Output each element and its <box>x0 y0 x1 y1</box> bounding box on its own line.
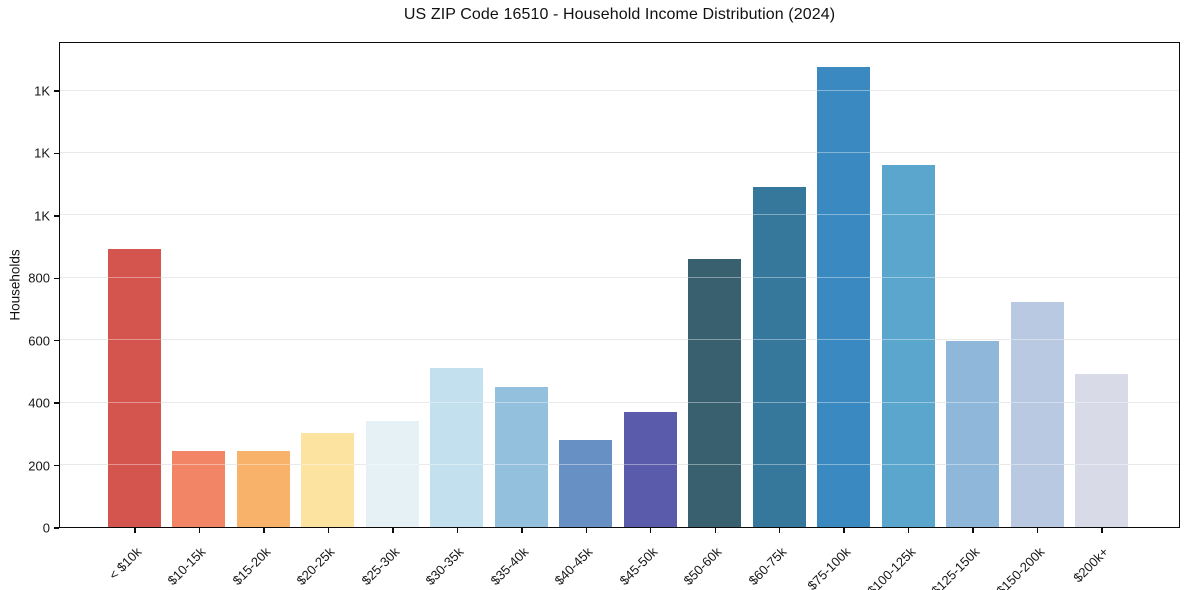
x-tick <box>198 528 201 533</box>
gridline-overlay <box>60 276 1179 278</box>
gridline-overlay <box>60 339 1179 341</box>
gridline <box>60 89 1179 91</box>
bar <box>1075 374 1129 527</box>
plot-area <box>59 42 1180 528</box>
gridline <box>60 214 1179 216</box>
x-tick-label: $125-150k <box>928 544 983 590</box>
bar <box>494 386 548 527</box>
y-tick <box>54 90 59 92</box>
x-tick-label: $200k+ <box>1070 544 1112 586</box>
bar <box>881 164 935 527</box>
gridline <box>60 276 1179 278</box>
gridline <box>60 401 1179 403</box>
x-tick <box>843 528 845 533</box>
y-tick-label: 400 <box>28 395 50 411</box>
y-tick-label: 0 <box>42 520 50 536</box>
x-tick <box>714 528 716 533</box>
x-tick-label: $30-35k <box>422 544 467 589</box>
bar <box>688 258 742 527</box>
bar <box>946 341 1000 527</box>
x-tick-label: $25-30k <box>358 544 403 589</box>
bar <box>752 186 806 527</box>
bar <box>172 450 226 527</box>
x-tick-label: $100-125k <box>863 544 918 590</box>
x-tick <box>521 528 523 533</box>
y-axis-label: Households <box>7 249 23 321</box>
x-tick <box>907 528 910 533</box>
gridline-overlay <box>60 464 1179 466</box>
gridline <box>60 151 1179 153</box>
bar <box>430 367 484 527</box>
y-tick <box>54 215 59 217</box>
bar <box>108 249 161 527</box>
bar <box>559 439 613 527</box>
x-tick <box>1101 528 1103 533</box>
y-tick-label: 1K <box>34 83 50 99</box>
x-tick-label: < $10k <box>105 544 145 583</box>
x-tick <box>327 528 330 533</box>
x-tick-label: $150-200k <box>992 544 1047 590</box>
bar <box>623 411 677 527</box>
bar <box>365 420 419 527</box>
x-tick <box>585 528 587 533</box>
x-tick-label: $15-20k <box>229 544 274 589</box>
gridline <box>60 464 1179 466</box>
x-tick-label: $60-75k <box>745 544 789 589</box>
x-tick <box>779 528 781 533</box>
y-tick <box>54 402 59 404</box>
x-tick-label: $40-45k <box>551 544 596 589</box>
y-tick <box>54 464 59 467</box>
y-tick <box>54 527 59 529</box>
x-tick <box>456 528 459 533</box>
bar <box>236 450 290 527</box>
x-tick-label: $45-50k <box>616 544 661 589</box>
bar <box>301 433 355 527</box>
gridline <box>60 339 1179 341</box>
bar <box>817 66 871 527</box>
gridline-overlay <box>60 151 1179 153</box>
gridline-overlay <box>60 401 1179 403</box>
x-tick-label: $35-40k <box>487 544 532 589</box>
y-tick-label: 200 <box>28 458 50 474</box>
y-tick-label: 1K <box>34 145 50 161</box>
y-tick-label: 1K <box>34 208 50 224</box>
chart-title: US ZIP Code 16510 - Household Income Dis… <box>403 6 836 23</box>
y-tick-label: 800 <box>28 270 50 286</box>
x-tick-label: $10-15k <box>164 544 209 589</box>
x-tick <box>1036 528 1039 533</box>
y-tick-label: 600 <box>28 333 50 349</box>
y-tick <box>54 152 59 155</box>
x-tick <box>134 528 136 533</box>
y-tick <box>54 340 59 342</box>
gridline-overlay <box>60 89 1179 91</box>
x-tick <box>263 528 265 533</box>
x-tick <box>650 528 652 533</box>
x-tick-label: $50-60k <box>680 544 725 589</box>
bar <box>1010 302 1064 527</box>
x-tick <box>972 528 974 533</box>
gridline-overlay <box>60 214 1179 216</box>
y-tick <box>54 277 59 279</box>
x-tick-label: $75-100k <box>804 544 854 590</box>
x-tick <box>392 528 394 533</box>
x-tick-label: $20-25k <box>293 544 338 589</box>
